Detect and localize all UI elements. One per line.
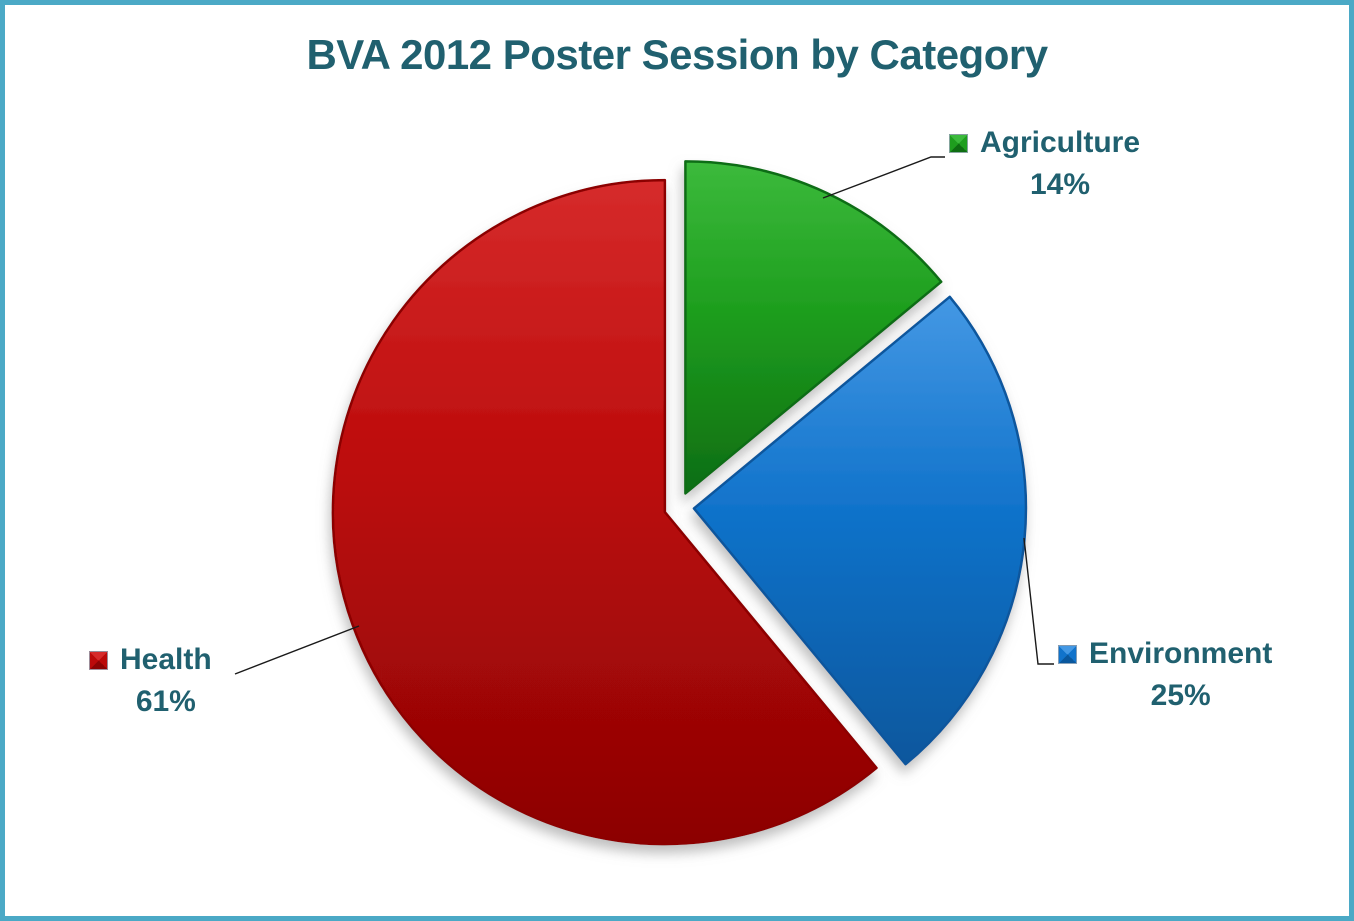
chart-title: BVA 2012 Poster Session by Category <box>306 31 1048 78</box>
leader-line-health <box>234 625 360 675</box>
pie-slice-agriculture <box>684 160 943 495</box>
callout-health: Health 61% <box>89 642 212 720</box>
legend-marker-agriculture <box>949 133 968 153</box>
slice-label-environment: Environment <box>1089 637 1273 670</box>
pie-slice-health <box>331 178 878 846</box>
slice-percent-agriculture: 14% <box>1029 168 1091 201</box>
slice-label-health: Health <box>120 643 212 676</box>
callout-agriculture: Agriculture 14% <box>949 125 1140 203</box>
pie-chart-canvas <box>234 156 1054 846</box>
slice-label-agriculture: Agriculture <box>980 126 1141 159</box>
callout-environment: Environment 25% <box>1058 636 1272 714</box>
leader-line-environment <box>1023 537 1054 665</box>
legend-marker-health <box>89 650 108 670</box>
slice-percent-environment: 25% <box>1150 679 1211 712</box>
leader-line-agriculture <box>822 156 945 199</box>
slice-percent-health: 61% <box>135 685 196 718</box>
legend-marker-environment <box>1058 644 1077 664</box>
